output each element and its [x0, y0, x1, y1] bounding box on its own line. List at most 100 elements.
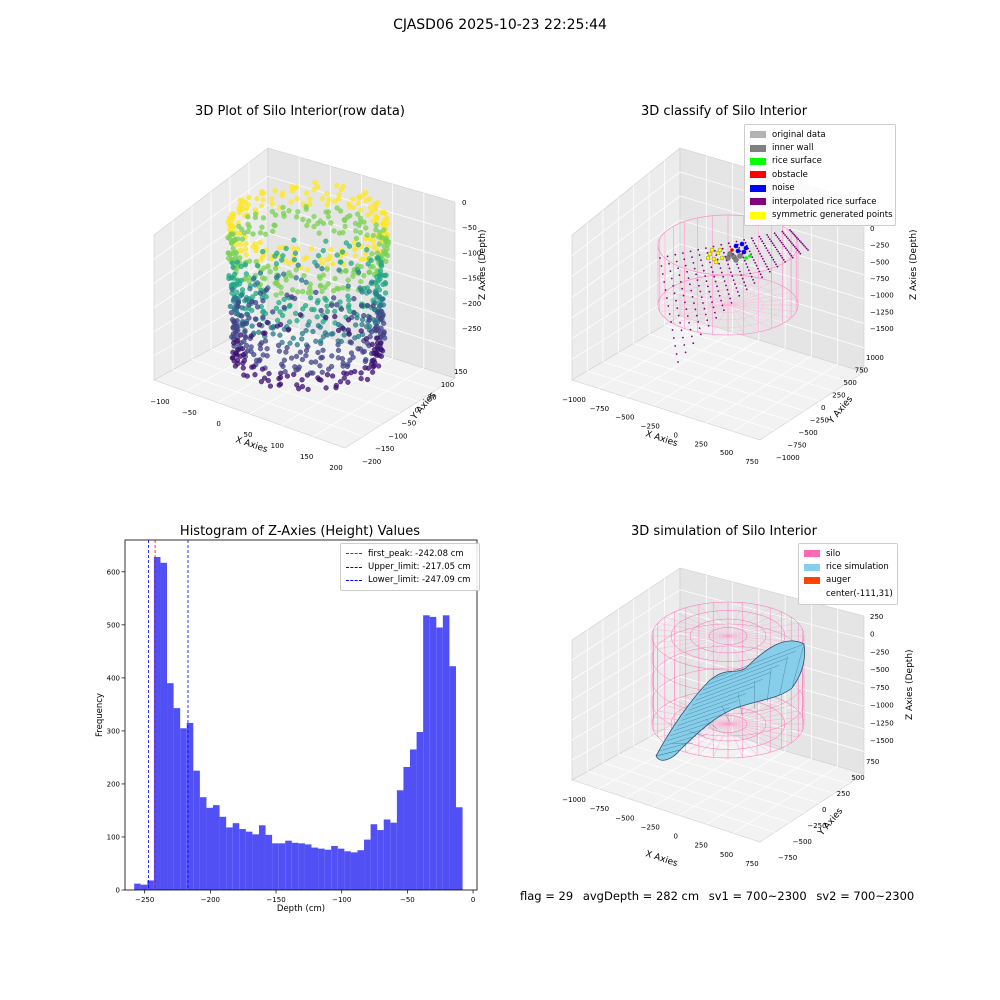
raw-point — [281, 304, 287, 311]
raw-point — [265, 378, 271, 384]
cls-y-tick: 750 — [855, 367, 868, 375]
legend-entry: Lower_limit: -247.09 cm — [346, 574, 474, 587]
raw-data-3d-plot: −100−50050100150200150100500−50−100−150−… — [150, 147, 488, 470]
raw-point — [309, 246, 315, 252]
histogram-bar — [173, 708, 181, 890]
raw-point — [374, 335, 381, 341]
raw-point — [260, 298, 266, 304]
raw-point — [283, 277, 289, 283]
figure-suptitle: CJASD06 2025-10-23 22:25:44 — [393, 17, 607, 33]
raw-point — [277, 309, 283, 315]
noise-point — [735, 248, 741, 254]
interpolated-point — [765, 247, 768, 249]
raw-point — [338, 306, 345, 312]
histogram-y-tick-label: 0 — [116, 887, 120, 895]
interpolated-point — [691, 256, 693, 258]
raw-point — [232, 271, 238, 277]
legend-label: noise — [772, 183, 795, 194]
raw-point — [295, 209, 301, 215]
raw-point — [369, 251, 375, 257]
raw-point — [303, 303, 309, 309]
raw-point — [273, 305, 280, 311]
cls-y-tick: 500 — [844, 379, 857, 387]
cls-y-tick: −500 — [799, 429, 818, 437]
raw-point — [370, 232, 376, 239]
raw-point — [355, 211, 361, 217]
interpolated-point — [761, 276, 763, 279]
raw-point — [306, 218, 312, 224]
interpolated-point — [710, 266, 713, 269]
raw-point — [371, 326, 378, 333]
interpolated-point — [784, 261, 786, 263]
legend-label: first_peak: -242.08 cm — [368, 548, 464, 559]
raw-zlabel: Z Axies (Depth) — [478, 229, 488, 300]
raw-z-tick: −200 — [462, 300, 481, 308]
legend-entry: inner wall — [750, 141, 890, 154]
raw-point — [333, 382, 339, 389]
raw-point — [239, 292, 245, 298]
interpolated-point — [725, 284, 727, 287]
raw-point — [269, 208, 275, 215]
interpolated-point — [692, 342, 695, 345]
interpolated-point — [778, 252, 781, 255]
raw-point — [251, 275, 257, 281]
interpolated-point — [676, 307, 679, 309]
raw-point — [246, 302, 252, 308]
noise-point — [733, 243, 739, 249]
raw-point — [257, 270, 264, 276]
raw-point — [381, 227, 387, 233]
interpolated-point — [693, 267, 696, 270]
symmetric-point — [715, 250, 721, 256]
raw-point — [299, 330, 306, 337]
raw-point — [264, 346, 270, 352]
interpolated-point — [727, 242, 730, 245]
interpolated-point — [675, 299, 677, 302]
raw-point — [364, 247, 370, 253]
raw-point — [365, 261, 371, 267]
raw-point — [250, 244, 256, 250]
interpolated-point — [738, 294, 741, 297]
raw-point — [346, 297, 352, 303]
raw-point — [373, 227, 379, 233]
histogram-bar — [140, 884, 148, 890]
interpolated-point — [807, 249, 809, 251]
raw-point — [287, 340, 293, 346]
histogram-bar — [239, 829, 246, 890]
raw-point — [350, 196, 356, 203]
raw-point — [314, 300, 321, 306]
raw-point — [357, 229, 364, 236]
sim-x-tick: −250 — [641, 823, 660, 831]
interpolated-point — [779, 239, 782, 242]
histogram-bar — [318, 848, 325, 890]
raw-point — [296, 386, 302, 392]
raw-point — [294, 342, 300, 348]
raw-point — [241, 372, 247, 378]
raw-point — [320, 347, 326, 353]
raw-point — [238, 332, 244, 338]
raw-point — [377, 316, 384, 323]
interpolated-point — [718, 294, 721, 297]
raw-point — [375, 309, 381, 315]
raw-point — [314, 263, 320, 269]
raw-point — [292, 185, 298, 192]
cls-z-tick: 0 — [870, 225, 874, 233]
raw-point — [292, 295, 298, 302]
histogram-bar — [436, 627, 443, 890]
raw-point — [230, 231, 236, 237]
raw-point — [280, 312, 286, 319]
interpolated-point — [739, 270, 741, 273]
interpolated-point — [714, 249, 716, 252]
raw-point — [317, 363, 323, 369]
raw-point — [316, 230, 322, 236]
legend-entry: original data — [750, 128, 890, 141]
interpolated-point — [700, 296, 703, 299]
interpolated-point — [772, 258, 775, 261]
interpolated-point — [760, 255, 763, 258]
legend-entry: symmetric generated points — [750, 208, 893, 221]
raw-point — [325, 281, 331, 287]
legend-label: obstacle — [772, 169, 808, 180]
interpolated-point — [690, 289, 693, 292]
raw-z-tick: −50 — [462, 224, 477, 232]
interpolated-point — [771, 256, 773, 259]
histogram-bar — [442, 615, 450, 890]
